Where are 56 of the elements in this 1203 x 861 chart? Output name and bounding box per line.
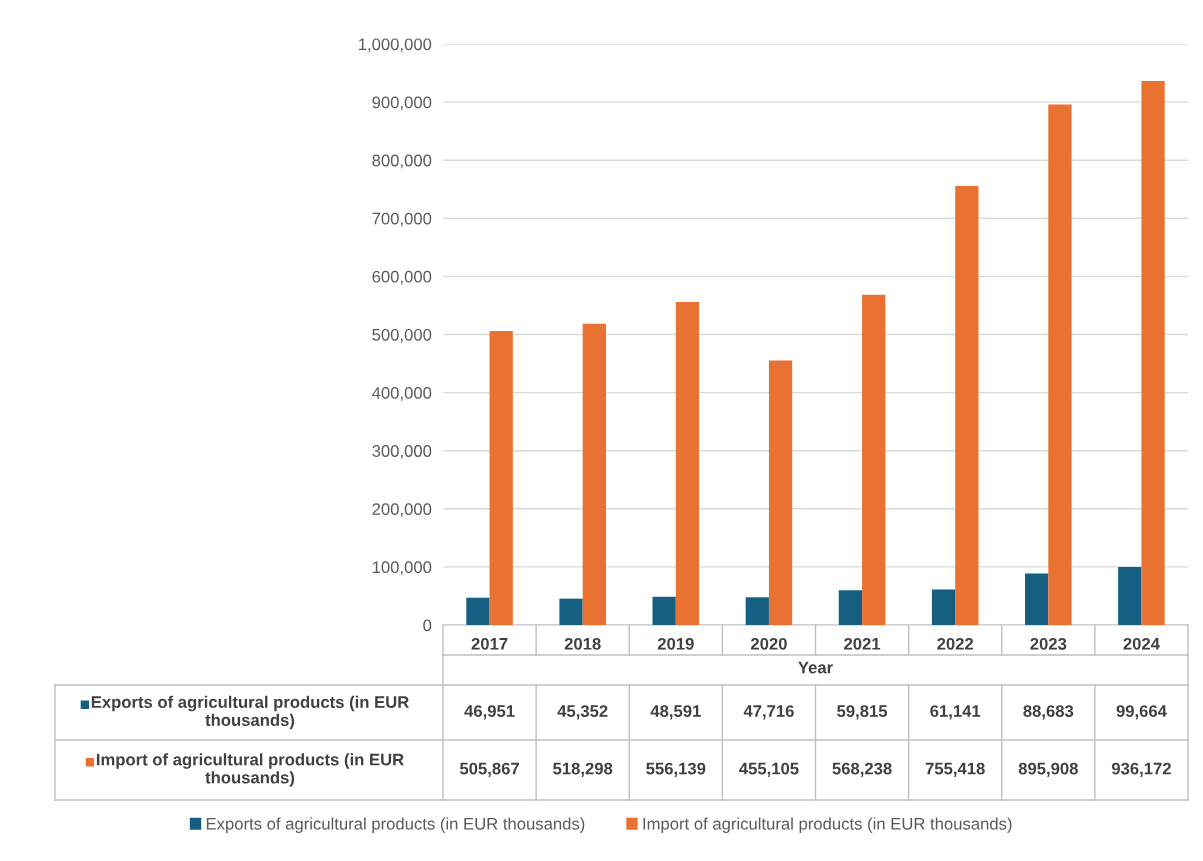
data-label: 556,139 bbox=[646, 762, 706, 777]
data-label: 505,867 bbox=[459, 762, 519, 777]
bar bbox=[838, 590, 863, 625]
x-tick-label: 2017 bbox=[471, 637, 508, 650]
data-label: 59,815 bbox=[837, 705, 888, 720]
x-tick-label: 2022 bbox=[937, 637, 974, 650]
y-tick-label: 700,000 bbox=[372, 212, 432, 227]
data-label: 45,352 bbox=[557, 705, 608, 720]
text: Import of agricultural products (in EUR thousands) bbox=[643, 817, 1012, 833]
y-tick-label: 0 bbox=[423, 619, 432, 632]
bar bbox=[862, 294, 886, 625]
data-label: 936,172 bbox=[1111, 762, 1171, 777]
text: Exports of agricultural products (in EUR thousands) bbox=[206, 817, 585, 833]
bar bbox=[768, 360, 793, 625]
data-label: 755,418 bbox=[925, 762, 985, 777]
y-tick-label: 200,000 bbox=[372, 503, 432, 517]
legend-label: Exports of agricultural products (in EUR thousands) bbox=[91, 695, 409, 730]
bar bbox=[582, 323, 606, 625]
y-tick-label: 100,000 bbox=[372, 561, 432, 576]
bar bbox=[559, 598, 583, 625]
y-tick-label: 1,000,000 bbox=[359, 38, 432, 53]
bar bbox=[1025, 573, 1049, 625]
bar bbox=[489, 331, 513, 625]
data-label: 895,908 bbox=[1018, 762, 1078, 777]
bar bbox=[675, 301, 700, 625]
y-tick-label: 600,000 bbox=[372, 270, 432, 285]
bar bbox=[931, 589, 956, 625]
y-tick-label: 400,000 bbox=[372, 387, 432, 401]
y-tick-label: 500,000 bbox=[372, 328, 432, 343]
data-label: 99,664 bbox=[1116, 705, 1167, 720]
data-label: 47,716 bbox=[743, 705, 794, 720]
bar bbox=[652, 596, 676, 625]
y-tick-label: 800,000 bbox=[372, 154, 432, 169]
data-label: 518,298 bbox=[553, 762, 613, 777]
bar bbox=[955, 186, 979, 625]
bar bbox=[1118, 567, 1142, 625]
data-label: 568,238 bbox=[832, 762, 892, 777]
bar bbox=[1141, 81, 1165, 625]
x-axis-title: Year bbox=[798, 661, 833, 674]
x-tick-label: 2023 bbox=[1030, 637, 1067, 650]
data-label: 88,683 bbox=[1023, 705, 1074, 720]
bar bbox=[1048, 104, 1072, 625]
x-tick-label: 2024 bbox=[1123, 637, 1160, 650]
x-tick-label: 2019 bbox=[657, 637, 694, 650]
bar bbox=[745, 597, 769, 625]
data-label: 61,141 bbox=[930, 705, 981, 720]
x-tick-label: 2020 bbox=[750, 637, 787, 650]
data-label: 455,105 bbox=[739, 762, 799, 777]
y-tick-label: 900,000 bbox=[372, 96, 432, 111]
x-tick-label: 2021 bbox=[844, 637, 881, 650]
bar bbox=[466, 597, 490, 625]
data-label: 46,951 bbox=[464, 705, 515, 720]
legend-label: Import of agricultural products (in EUR thousands) bbox=[96, 753, 404, 787]
data-label: 48,591 bbox=[650, 705, 701, 720]
y-tick-label: 300,000 bbox=[372, 445, 432, 459]
x-tick-label: 2018 bbox=[564, 637, 601, 650]
